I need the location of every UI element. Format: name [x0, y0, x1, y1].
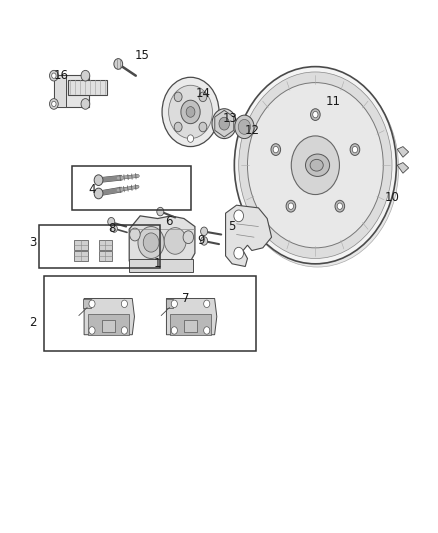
- Text: 13: 13: [223, 112, 237, 125]
- Text: 3: 3: [29, 236, 36, 249]
- Text: 15: 15: [135, 50, 150, 62]
- Circle shape: [204, 300, 210, 308]
- Circle shape: [174, 122, 182, 132]
- Ellipse shape: [305, 154, 330, 176]
- Circle shape: [174, 92, 182, 102]
- Bar: [39, 225, 160, 268]
- Polygon shape: [99, 251, 112, 261]
- Polygon shape: [166, 298, 217, 335]
- Circle shape: [335, 200, 345, 212]
- Text: 6: 6: [165, 215, 173, 228]
- Polygon shape: [84, 298, 134, 335]
- Polygon shape: [74, 240, 88, 250]
- Circle shape: [234, 67, 396, 264]
- Circle shape: [52, 101, 56, 107]
- Circle shape: [89, 300, 95, 308]
- Text: 2: 2: [29, 316, 37, 329]
- Circle shape: [49, 70, 58, 81]
- Circle shape: [238, 119, 251, 134]
- Polygon shape: [397, 147, 409, 157]
- Circle shape: [199, 92, 207, 102]
- Circle shape: [94, 175, 103, 185]
- Polygon shape: [99, 240, 112, 250]
- Circle shape: [181, 100, 200, 124]
- Text: 5: 5: [229, 220, 236, 233]
- Circle shape: [271, 144, 281, 156]
- Circle shape: [201, 227, 208, 236]
- Circle shape: [337, 203, 343, 209]
- Circle shape: [162, 77, 219, 147]
- Circle shape: [121, 327, 127, 334]
- Circle shape: [52, 73, 56, 78]
- Circle shape: [164, 228, 186, 254]
- Circle shape: [313, 111, 318, 118]
- Circle shape: [239, 72, 392, 259]
- Polygon shape: [397, 163, 409, 173]
- Circle shape: [169, 85, 212, 139]
- Polygon shape: [129, 216, 195, 261]
- Circle shape: [311, 109, 320, 120]
- Circle shape: [49, 99, 58, 109]
- Text: 14: 14: [196, 87, 211, 100]
- Circle shape: [350, 144, 360, 156]
- Circle shape: [81, 70, 90, 81]
- Circle shape: [273, 147, 279, 153]
- Bar: [68, 80, 107, 95]
- Circle shape: [157, 207, 164, 216]
- Bar: [54, 75, 89, 107]
- Circle shape: [187, 135, 194, 142]
- Circle shape: [352, 147, 357, 153]
- Circle shape: [89, 327, 95, 334]
- Text: 11: 11: [325, 95, 340, 108]
- Ellipse shape: [310, 159, 323, 171]
- Text: 1: 1: [154, 257, 162, 270]
- Circle shape: [183, 231, 194, 244]
- Circle shape: [201, 237, 208, 245]
- Circle shape: [138, 227, 164, 259]
- Circle shape: [199, 122, 207, 132]
- Circle shape: [212, 109, 237, 139]
- Polygon shape: [215, 110, 234, 137]
- Circle shape: [121, 300, 127, 308]
- Circle shape: [286, 200, 296, 212]
- Text: 12: 12: [244, 124, 259, 137]
- Circle shape: [186, 107, 195, 117]
- Circle shape: [81, 99, 90, 109]
- Bar: [88, 314, 129, 335]
- Bar: [184, 320, 197, 332]
- Bar: [83, 299, 91, 308]
- Circle shape: [219, 117, 230, 130]
- Bar: [72, 166, 191, 210]
- Text: 9: 9: [198, 235, 205, 247]
- Circle shape: [130, 228, 140, 241]
- Text: 10: 10: [385, 191, 399, 204]
- Text: 4: 4: [88, 183, 96, 196]
- Polygon shape: [226, 205, 272, 266]
- Bar: [44, 276, 256, 351]
- Circle shape: [108, 217, 115, 226]
- Bar: [166, 299, 173, 308]
- Text: 16: 16: [54, 69, 69, 82]
- Circle shape: [291, 136, 339, 195]
- Text: 7: 7: [182, 292, 190, 305]
- Circle shape: [234, 247, 244, 259]
- Bar: [102, 320, 115, 332]
- Polygon shape: [129, 259, 193, 272]
- Circle shape: [237, 70, 399, 267]
- Circle shape: [171, 327, 177, 334]
- Circle shape: [288, 203, 293, 209]
- Circle shape: [247, 83, 383, 248]
- Polygon shape: [54, 75, 66, 107]
- Polygon shape: [74, 251, 88, 261]
- Circle shape: [114, 59, 123, 69]
- Circle shape: [171, 300, 177, 308]
- Circle shape: [234, 210, 244, 222]
- Circle shape: [94, 188, 103, 199]
- Circle shape: [235, 115, 254, 139]
- Text: 8: 8: [108, 222, 115, 235]
- Bar: [170, 314, 211, 335]
- Circle shape: [143, 233, 159, 252]
- Circle shape: [204, 327, 210, 334]
- Circle shape: [111, 225, 117, 232]
